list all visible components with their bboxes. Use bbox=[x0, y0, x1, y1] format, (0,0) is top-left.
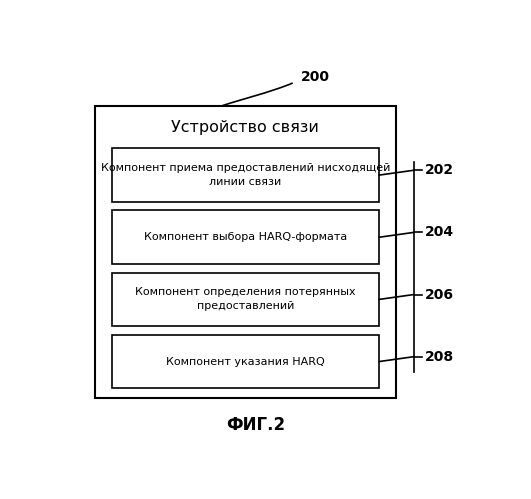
Text: Компонент приема предоставлений нисходящей
линии связи: Компонент приема предоставлений нисходящ… bbox=[101, 163, 390, 187]
Text: 200: 200 bbox=[301, 70, 330, 84]
Bar bbox=[112, 272, 379, 326]
Bar bbox=[112, 335, 379, 388]
Text: 204: 204 bbox=[424, 226, 453, 240]
Text: Компонент определения потерянных
предоставлений: Компонент определения потерянных предост… bbox=[135, 287, 356, 311]
Text: 202: 202 bbox=[424, 163, 453, 177]
Bar bbox=[95, 106, 396, 398]
Bar bbox=[112, 211, 379, 264]
Text: Компонент указания HARQ: Компонент указания HARQ bbox=[166, 357, 325, 367]
Text: Устройство связи: Устройство связи bbox=[172, 120, 319, 135]
Text: 208: 208 bbox=[424, 350, 453, 364]
Bar bbox=[112, 148, 379, 202]
Text: Компонент выбора HARQ-формата: Компонент выбора HARQ-формата bbox=[144, 232, 347, 242]
Text: ФИГ.2: ФИГ.2 bbox=[226, 416, 285, 434]
Text: 206: 206 bbox=[424, 287, 453, 301]
